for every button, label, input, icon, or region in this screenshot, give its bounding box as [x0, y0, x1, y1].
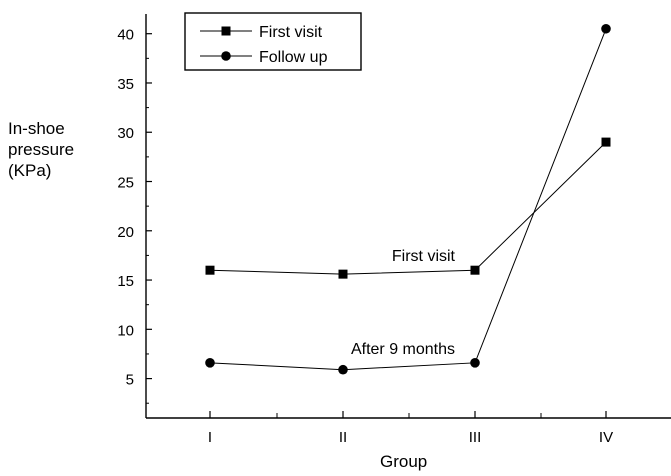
x-tick-label: IV [599, 429, 613, 446]
legend-marker-1 [221, 26, 231, 36]
y-tick-label: 40 [117, 27, 134, 44]
annotation-2: After 9 months [351, 341, 455, 358]
legend-label-1: First visit [259, 24, 323, 41]
data-point-s2-III [470, 358, 480, 368]
legend-marker-2 [221, 51, 231, 61]
data-point-s2-IV [601, 23, 611, 34]
data-point-s2-II [338, 364, 348, 375]
y-tick-label: 20 [117, 224, 134, 241]
legend-box [184, 12, 362, 71]
data-point-s1-III [470, 265, 480, 275]
x-tick-label: III [469, 429, 482, 446]
y-tick-label: 35 [117, 76, 134, 93]
legend-label-2: Follow up [259, 49, 328, 66]
data-point-s1-I [205, 265, 215, 275]
y-tick-label: 5 [126, 372, 134, 389]
y-tick-label: 30 [117, 125, 134, 142]
y-tick-label: 10 [117, 322, 134, 339]
x-tick-label: II [339, 429, 347, 446]
data-point-s1-II [338, 269, 348, 279]
series-line-1 [209, 141, 607, 275]
y-tick-label: 15 [117, 273, 134, 290]
y-tick-label: 25 [117, 175, 134, 192]
annotation-1: First visit [392, 248, 456, 265]
data-point-s1-IV [601, 137, 611, 147]
data-point-s2-I [205, 358, 215, 368]
x-tick-label: I [208, 429, 212, 446]
y-axis-label: In-shoe pressure (KPa) [8, 119, 75, 180]
x-axis-label: Group [380, 452, 428, 471]
series-line-2 [209, 28, 607, 371]
